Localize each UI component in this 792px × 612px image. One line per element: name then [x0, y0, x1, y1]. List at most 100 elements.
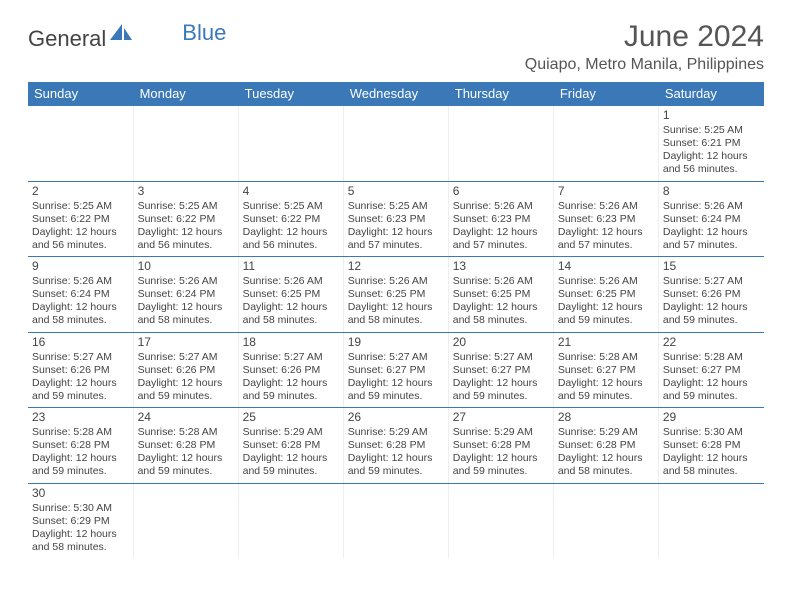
sunrise-line: Sunrise: 5:25 AM [243, 200, 339, 213]
calendar-cell: 4Sunrise: 5:25 AMSunset: 6:22 PMDaylight… [238, 181, 343, 257]
daylight-line: Daylight: 12 hours and 57 minutes. [453, 226, 549, 252]
sunset-line: Sunset: 6:24 PM [32, 288, 129, 301]
day-header: Wednesday [343, 82, 448, 106]
calendar-cell: 6Sunrise: 5:26 AMSunset: 6:23 PMDaylight… [448, 181, 553, 257]
calendar-cell: 14Sunrise: 5:26 AMSunset: 6:25 PMDayligh… [553, 257, 658, 333]
daylight-line: Daylight: 12 hours and 59 minutes. [138, 452, 234, 478]
sunrise-line: Sunrise: 5:26 AM [243, 275, 339, 288]
day-number: 24 [138, 410, 234, 425]
daylight-line: Daylight: 12 hours and 59 minutes. [663, 377, 760, 403]
sunset-line: Sunset: 6:28 PM [663, 439, 760, 452]
day-header: Monday [133, 82, 238, 106]
daylight-line: Daylight: 12 hours and 58 minutes. [558, 452, 654, 478]
day-number: 10 [138, 259, 234, 274]
daylight-line: Daylight: 12 hours and 59 minutes. [558, 301, 654, 327]
sunset-line: Sunset: 6:28 PM [348, 439, 444, 452]
calendar-cell: 20Sunrise: 5:27 AMSunset: 6:27 PMDayligh… [448, 332, 553, 408]
calendar-cell: 29Sunrise: 5:30 AMSunset: 6:28 PMDayligh… [658, 408, 763, 484]
calendar-cell: 24Sunrise: 5:28 AMSunset: 6:28 PMDayligh… [133, 408, 238, 484]
calendar-cell [133, 106, 238, 182]
daylight-line: Daylight: 12 hours and 59 minutes. [453, 377, 549, 403]
day-number: 30 [32, 486, 129, 501]
sunset-line: Sunset: 6:25 PM [348, 288, 444, 301]
daylight-line: Daylight: 12 hours and 57 minutes. [348, 226, 444, 252]
logo-sail-icon [108, 22, 134, 48]
sunrise-line: Sunrise: 5:26 AM [138, 275, 234, 288]
sunrise-line: Sunrise: 5:29 AM [348, 426, 444, 439]
sunset-line: Sunset: 6:23 PM [348, 213, 444, 226]
sunrise-line: Sunrise: 5:28 AM [663, 351, 760, 364]
sunset-line: Sunset: 6:23 PM [453, 213, 549, 226]
calendar-cell: 30Sunrise: 5:30 AMSunset: 6:29 PMDayligh… [28, 483, 133, 558]
title-block: June 2024 Quiapo, Metro Manila, Philippi… [525, 20, 764, 74]
calendar-week-row: 1Sunrise: 5:25 AMSunset: 6:21 PMDaylight… [28, 106, 764, 182]
calendar-table: SundayMondayTuesdayWednesdayThursdayFrid… [28, 82, 764, 558]
day-number: 21 [558, 335, 654, 350]
daylight-line: Daylight: 12 hours and 56 minutes. [663, 150, 760, 176]
sunset-line: Sunset: 6:26 PM [663, 288, 760, 301]
day-number: 1 [663, 108, 760, 123]
sunset-line: Sunset: 6:27 PM [453, 364, 549, 377]
calendar-cell: 16Sunrise: 5:27 AMSunset: 6:26 PMDayligh… [28, 332, 133, 408]
calendar-cell: 26Sunrise: 5:29 AMSunset: 6:28 PMDayligh… [343, 408, 448, 484]
sunrise-line: Sunrise: 5:29 AM [453, 426, 549, 439]
day-number: 25 [243, 410, 339, 425]
day-header: Thursday [448, 82, 553, 106]
sunrise-line: Sunrise: 5:27 AM [663, 275, 760, 288]
calendar-week-row: 9Sunrise: 5:26 AMSunset: 6:24 PMDaylight… [28, 257, 764, 333]
calendar-cell: 22Sunrise: 5:28 AMSunset: 6:27 PMDayligh… [658, 332, 763, 408]
sunset-line: Sunset: 6:22 PM [32, 213, 129, 226]
month-title: June 2024 [525, 20, 764, 54]
day-number: 20 [453, 335, 549, 350]
calendar-cell: 9Sunrise: 5:26 AMSunset: 6:24 PMDaylight… [28, 257, 133, 333]
day-number: 15 [663, 259, 760, 274]
sunrise-line: Sunrise: 5:27 AM [348, 351, 444, 364]
sunrise-line: Sunrise: 5:30 AM [32, 502, 129, 515]
calendar-cell [343, 483, 448, 558]
day-number: 5 [348, 184, 444, 199]
calendar-cell: 8Sunrise: 5:26 AMSunset: 6:24 PMDaylight… [658, 181, 763, 257]
calendar-cell: 1Sunrise: 5:25 AMSunset: 6:21 PMDaylight… [658, 106, 763, 182]
sunset-line: Sunset: 6:23 PM [558, 213, 654, 226]
sunrise-line: Sunrise: 5:25 AM [138, 200, 234, 213]
sunset-line: Sunset: 6:27 PM [348, 364, 444, 377]
day-number: 14 [558, 259, 654, 274]
sunrise-line: Sunrise: 5:26 AM [453, 200, 549, 213]
day-header: Saturday [658, 82, 763, 106]
sunset-line: Sunset: 6:27 PM [663, 364, 760, 377]
sunrise-line: Sunrise: 5:29 AM [243, 426, 339, 439]
day-number: 23 [32, 410, 129, 425]
day-number: 27 [453, 410, 549, 425]
calendar-cell: 10Sunrise: 5:26 AMSunset: 6:24 PMDayligh… [133, 257, 238, 333]
daylight-line: Daylight: 12 hours and 58 minutes. [32, 528, 129, 554]
location: Quiapo, Metro Manila, Philippines [525, 56, 764, 74]
daylight-line: Daylight: 12 hours and 59 minutes. [348, 452, 444, 478]
sunset-line: Sunset: 6:22 PM [243, 213, 339, 226]
sunset-line: Sunset: 6:25 PM [453, 288, 549, 301]
day-number: 22 [663, 335, 760, 350]
sunrise-line: Sunrise: 5:26 AM [453, 275, 549, 288]
day-number: 29 [663, 410, 760, 425]
calendar-cell: 7Sunrise: 5:26 AMSunset: 6:23 PMDaylight… [553, 181, 658, 257]
sunset-line: Sunset: 6:28 PM [243, 439, 339, 452]
daylight-line: Daylight: 12 hours and 58 minutes. [663, 452, 760, 478]
sunrise-line: Sunrise: 5:25 AM [348, 200, 444, 213]
sunrise-line: Sunrise: 5:26 AM [32, 275, 129, 288]
daylight-line: Daylight: 12 hours and 59 minutes. [243, 452, 339, 478]
day-number: 19 [348, 335, 444, 350]
calendar-cell [553, 106, 658, 182]
daylight-line: Daylight: 12 hours and 58 minutes. [32, 301, 129, 327]
daylight-line: Daylight: 12 hours and 58 minutes. [138, 301, 234, 327]
calendar-cell: 15Sunrise: 5:27 AMSunset: 6:26 PMDayligh… [658, 257, 763, 333]
day-number: 7 [558, 184, 654, 199]
calendar-cell: 28Sunrise: 5:29 AMSunset: 6:28 PMDayligh… [553, 408, 658, 484]
daylight-line: Daylight: 12 hours and 59 minutes. [663, 301, 760, 327]
calendar-week-row: 2Sunrise: 5:25 AMSunset: 6:22 PMDaylight… [28, 181, 764, 257]
day-number: 28 [558, 410, 654, 425]
sunrise-line: Sunrise: 5:27 AM [32, 351, 129, 364]
day-number: 11 [243, 259, 339, 274]
day-number: 17 [138, 335, 234, 350]
calendar-week-row: 23Sunrise: 5:28 AMSunset: 6:28 PMDayligh… [28, 408, 764, 484]
sunrise-line: Sunrise: 5:25 AM [663, 124, 760, 137]
day-number: 3 [138, 184, 234, 199]
